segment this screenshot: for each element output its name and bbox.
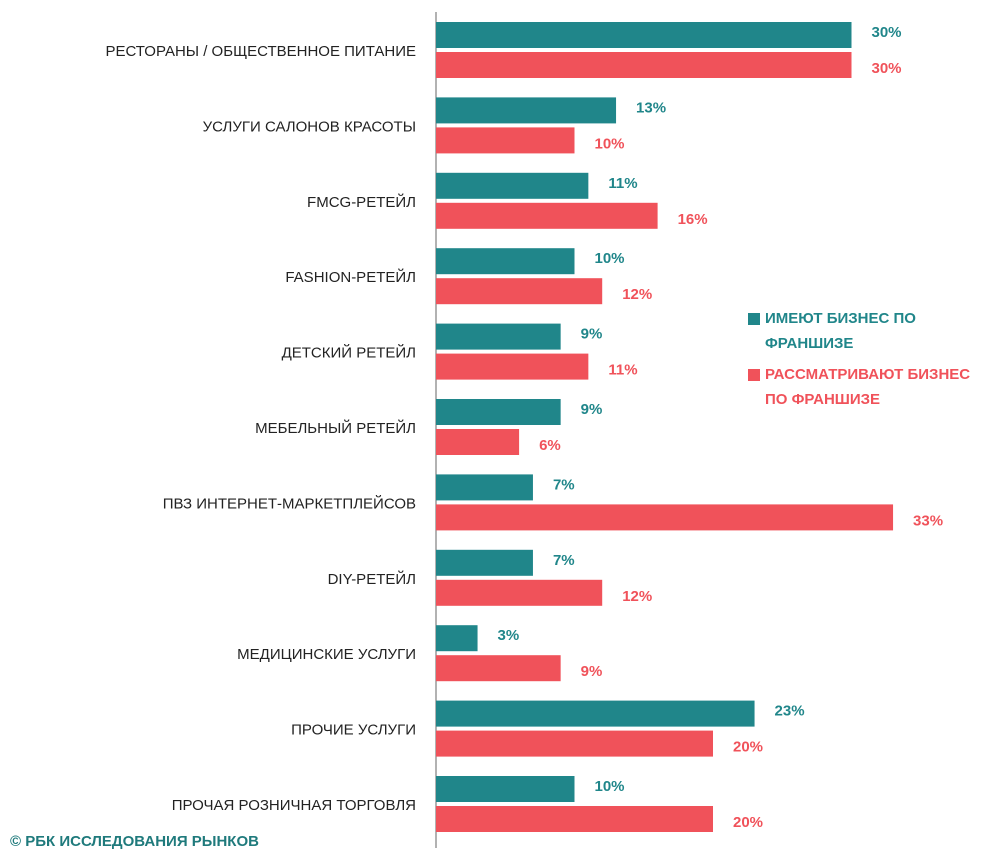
- bar: [436, 202, 658, 229]
- category-label: ПВЗ ИНТЕРНЕТ-МАРКЕТПЛЕЙСОВ: [163, 494, 416, 512]
- value-label: 20%: [733, 739, 763, 756]
- bar: [436, 399, 561, 425]
- value-label: 7%: [553, 552, 575, 569]
- value-label: 11%: [608, 175, 637, 192]
- value-label: 10%: [595, 135, 625, 152]
- bar: [436, 52, 852, 78]
- category-label: FASHION-РЕТЕЙЛ: [285, 268, 416, 286]
- category-label: ПРОЧАЯ РОЗНИЧНАЯ ТОРГОВЛЯ: [172, 797, 416, 814]
- bar: [436, 579, 603, 606]
- category-label: ПРОЧИЕ УСЛУГИ: [291, 722, 416, 739]
- value-label: 3%: [498, 627, 520, 644]
- value-label: 10%: [595, 778, 625, 795]
- value-label: 13%: [636, 99, 666, 116]
- value-label: 20%: [733, 814, 763, 831]
- value-label: 30%: [872, 24, 902, 41]
- bar: [436, 776, 575, 802]
- value-label: 11%: [608, 362, 637, 379]
- bar: [436, 625, 478, 652]
- value-label: 16%: [678, 211, 708, 228]
- value-label: 9%: [581, 401, 603, 418]
- bar: [436, 806, 713, 832]
- legend-item: РАССМАТРИВАЮТ БИЗНЕС ПО ФРАНШИЗЕ: [748, 362, 978, 412]
- value-label: 10%: [595, 250, 625, 267]
- bar: [436, 700, 755, 727]
- bar: [436, 655, 561, 682]
- value-label: 9%: [581, 326, 603, 343]
- bar: [436, 248, 575, 275]
- category-label: DIY-РЕТЕЙЛ: [328, 570, 416, 588]
- value-label: 23%: [775, 703, 805, 720]
- bar: [436, 172, 589, 199]
- category-label: МЕДИЦИНСКИЕ УСЛУГИ: [237, 646, 416, 663]
- source: © РБК ИССЛЕДОВАНИЯ РЫНКОВ: [10, 833, 259, 850]
- value-label: 9%: [581, 663, 603, 680]
- value-label: 30%: [872, 60, 902, 77]
- category-label: ДЕТСКИЙ РЕТЕЙЛ: [282, 344, 416, 362]
- bar: [436, 278, 603, 305]
- category-label: РЕСТОРАНЫ / ОБЩЕСТВЕННОЕ ПИТАНИЕ: [105, 43, 416, 60]
- bar: [436, 323, 561, 350]
- bar: [436, 474, 533, 501]
- bar: [436, 730, 713, 757]
- bar: [436, 504, 894, 531]
- category-label: МЕБЕЛЬНЫЙ РЕТЕЙЛ: [255, 419, 416, 437]
- legend-label: РАССМАТРИВАЮТ БИЗНЕС ПО ФРАНШИЗЕ: [765, 366, 971, 408]
- value-label: 12%: [622, 588, 652, 605]
- value-label: 6%: [539, 437, 561, 454]
- bar: [436, 549, 533, 576]
- value-label: 12%: [622, 286, 652, 303]
- value-label: 7%: [553, 476, 575, 493]
- bar: [436, 429, 520, 455]
- legend: ИМЕЮТ БИЗНЕС ПО ФРАНШИЗЕ РАССМАТРИВАЮТ БИ…: [748, 306, 978, 418]
- category-label: FMCG-РЕТЕЙЛ: [307, 193, 416, 211]
- legend-swatch: [748, 313, 760, 325]
- legend-swatch: [748, 369, 760, 381]
- bar: [436, 97, 617, 124]
- category-label: УСЛУГИ САЛОНОВ КРАСОТЫ: [203, 118, 416, 135]
- legend-item: ИМЕЮТ БИЗНЕС ПО ФРАНШИЗЕ: [748, 306, 978, 356]
- legend-label: ИМЕЮТ БИЗНЕС ПО ФРАНШИЗЕ: [765, 310, 916, 352]
- bar: [436, 22, 852, 48]
- value-label: 33%: [913, 512, 943, 529]
- bar: [436, 127, 575, 154]
- bar: [436, 353, 589, 380]
